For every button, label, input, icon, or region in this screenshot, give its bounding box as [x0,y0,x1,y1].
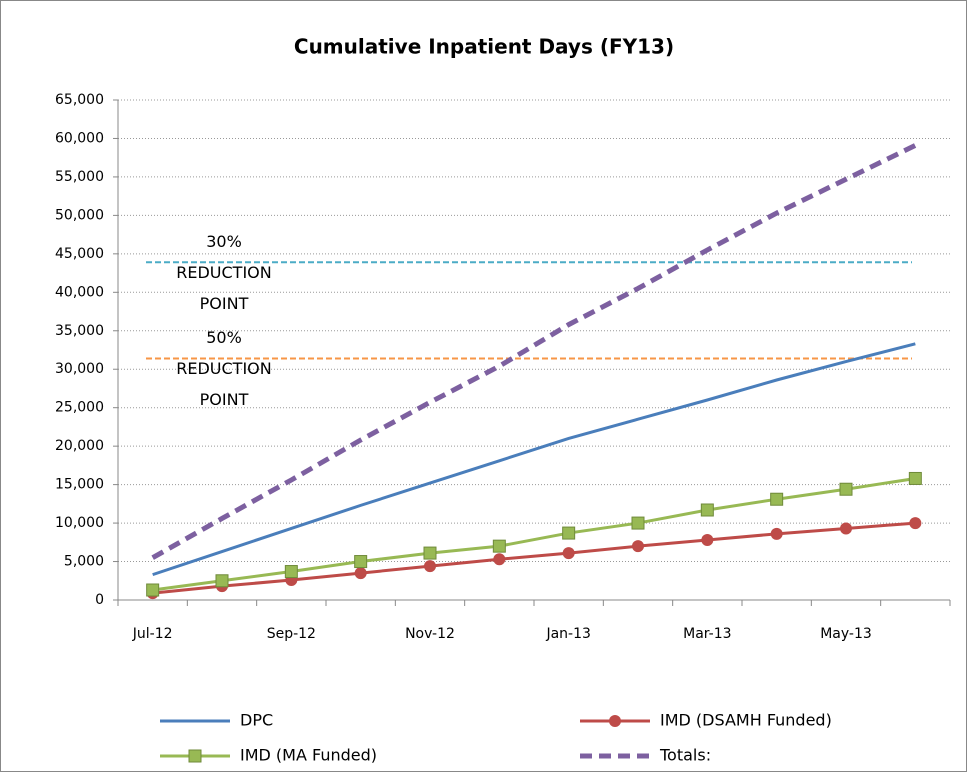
x-tick-label: Jul-12 [132,626,173,642]
y-tick-label: 20,000 [55,438,104,454]
point [562,526,576,540]
legend-label: Totals: [659,746,711,765]
point [909,517,922,530]
point [493,553,506,566]
y-tick-label: 10,000 [55,515,104,531]
x-tick-label: May-13 [820,626,872,642]
series-line [152,476,916,592]
legend-label: IMD (DSAMH Funded) [660,711,832,730]
point [770,527,783,540]
x-tick-label: Nov-12 [405,626,455,642]
point [146,583,160,597]
y-tick-label: 5,000 [64,554,104,570]
y-tick-label: 50,000 [55,207,104,223]
point [908,471,922,485]
chart-title: Cumulative Inpatient Days (FY13) [294,35,674,59]
y-tick-label: 55,000 [55,169,104,185]
series-line [151,143,917,560]
reference-label: 50% [206,328,242,347]
point [840,522,852,535]
legend-marker [609,715,621,727]
y-tick-label: 0 [95,592,104,608]
x-tick-label: Mar-13 [683,626,731,642]
point [770,492,784,506]
point [701,534,714,546]
reference-label: REDUCTION [176,359,271,378]
point [632,540,644,553]
y-tick-label: 65,000 [55,92,104,108]
reference-label: REDUCTION [176,263,271,282]
point [215,574,229,588]
point [424,560,436,573]
point [700,503,714,517]
legend-marker [188,749,202,763]
point [839,482,853,496]
point [423,546,437,560]
point [284,565,298,579]
x-tick-label: Jan-13 [545,626,590,642]
point [492,539,506,553]
y-tick-label: 45,000 [55,246,104,262]
point [354,567,367,580]
y-tick-label: 25,000 [55,400,104,416]
y-tick-label: 35,000 [55,323,104,339]
point [562,547,575,560]
y-tick-label: 60,000 [55,130,104,146]
legend-label: DPC [240,711,273,730]
reference-label: 30% [206,232,242,251]
series-line [152,521,916,595]
y-tick-label: 40,000 [55,284,104,300]
point [354,555,368,569]
reference-label: POINT [200,390,249,409]
legend-label: IMD (MA Funded) [240,746,377,765]
reference-label: POINT [200,294,249,313]
y-tick-label: 30,000 [55,361,104,377]
y-tick-label: 15,000 [55,477,104,493]
point [631,516,645,530]
x-tick-label: Sep-12 [267,626,316,642]
series-line [152,342,916,577]
